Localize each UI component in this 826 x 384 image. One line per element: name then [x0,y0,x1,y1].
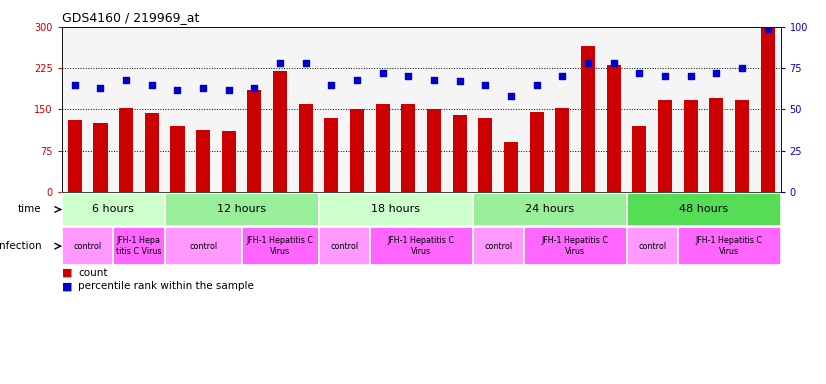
Point [145,82,159,88]
Bar [164,227,241,265]
Point [120,77,133,83]
Point [69,82,82,88]
Bar [581,46,596,192]
Bar [119,108,133,192]
Text: control: control [484,242,512,251]
Bar [273,71,287,192]
Bar [247,90,262,192]
Text: JFH-1 Hepatitis C
Virus: JFH-1 Hepatitis C Virus [247,237,314,256]
Text: control: control [189,242,217,251]
Text: time: time [18,204,41,215]
Text: JFH-1 Hepatitis C
Virus: JFH-1 Hepatitis C Virus [542,237,609,256]
Bar [555,108,569,192]
Bar [93,123,107,192]
Text: infection: infection [0,241,41,251]
Point [761,25,774,31]
Text: JFH-1 Hepa
titis C Virus: JFH-1 Hepa titis C Virus [116,237,162,256]
Point [171,86,184,93]
Bar [113,227,164,265]
Bar [504,142,518,192]
Point [582,60,595,66]
Bar [62,193,164,226]
Point [556,73,569,79]
Bar [401,104,415,192]
Bar [627,227,678,265]
Bar [684,99,698,192]
Bar [170,126,184,192]
Bar [453,115,467,192]
Point [505,93,518,99]
Bar [478,118,492,192]
Text: GDS4160 / 219969_at: GDS4160 / 219969_at [62,11,199,24]
Text: JFH-1 Hepatitis C
Virus: JFH-1 Hepatitis C Virus [387,237,455,256]
Text: 6 hours: 6 hours [93,204,134,215]
Text: count: count [78,268,108,278]
Point [684,73,697,79]
Bar [472,193,627,226]
Text: control: control [74,242,102,251]
Text: 12 hours: 12 hours [217,204,266,215]
Point [248,85,261,91]
Bar [241,227,319,265]
Bar [196,130,210,192]
Text: control: control [330,242,358,251]
Point [633,70,646,76]
Bar [627,193,781,226]
Bar [633,126,647,192]
Point [710,70,723,76]
Text: control: control [638,242,667,251]
Text: ■: ■ [62,281,73,291]
Bar [319,193,472,226]
Point [94,85,107,91]
Text: 18 hours: 18 hours [371,204,420,215]
Bar [529,112,544,192]
Text: 24 hours: 24 hours [525,204,574,215]
Point [273,60,287,66]
Bar [472,227,524,265]
Text: ■: ■ [62,268,73,278]
Point [428,77,441,83]
Point [401,73,415,79]
Bar [325,118,339,192]
Text: JFH-1 Hepatitis C
Virus: JFH-1 Hepatitis C Virus [695,237,762,256]
Text: percentile rank within the sample: percentile rank within the sample [78,281,254,291]
Point [607,60,620,66]
Bar [678,227,781,265]
Bar [350,109,364,192]
Bar [427,109,441,192]
Bar [299,104,313,192]
Bar [658,99,672,192]
Bar [164,193,319,226]
Point [530,82,544,88]
Bar [376,104,390,192]
Point [299,60,312,66]
Bar [68,121,82,192]
Bar [370,227,472,265]
Point [658,73,672,79]
Point [479,82,492,88]
Point [735,65,748,71]
Bar [524,227,627,265]
Bar [221,131,236,192]
Bar [145,113,159,192]
Bar [710,98,724,192]
Point [376,70,389,76]
Point [350,77,363,83]
Bar [606,65,621,192]
Text: 48 hours: 48 hours [679,204,729,215]
Point [222,86,235,93]
Bar [319,227,370,265]
Bar [761,27,775,192]
Point [453,78,467,84]
Point [325,82,338,88]
Point [197,85,210,91]
Bar [735,99,749,192]
Bar [62,227,113,265]
